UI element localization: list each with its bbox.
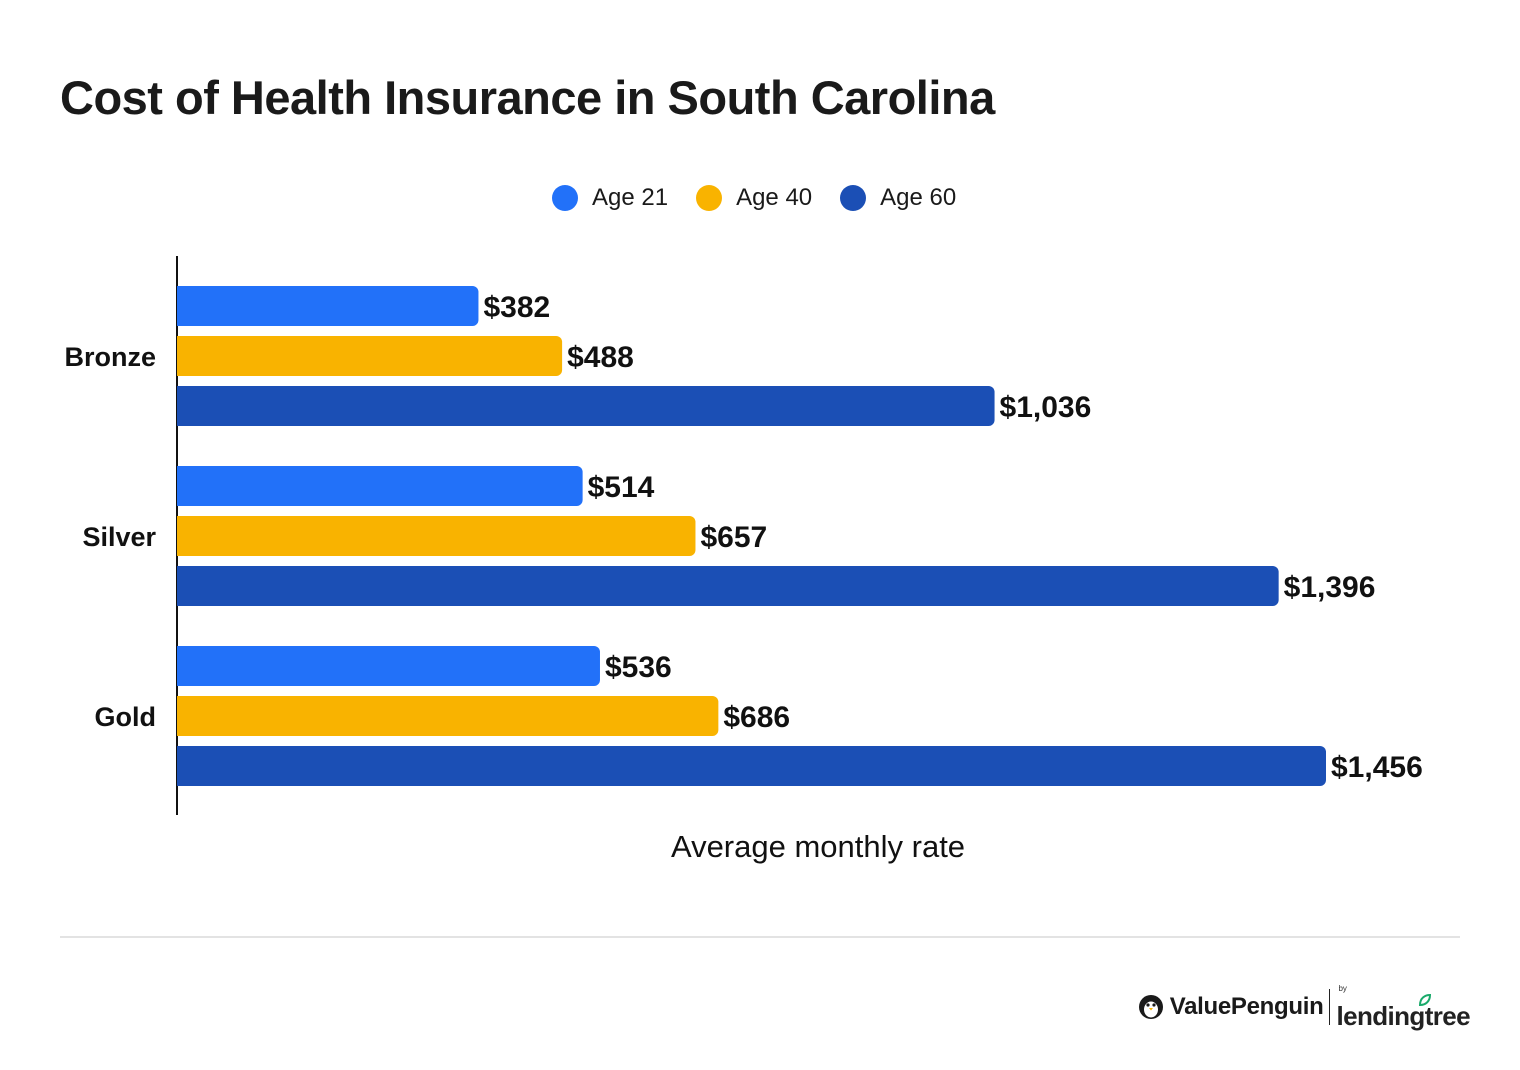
bar-base bbox=[177, 566, 185, 606]
data-label-silver-age-40: $657 bbox=[700, 521, 767, 554]
legend-swatch-age-40 bbox=[696, 185, 723, 211]
legend-swatch-age-21 bbox=[552, 185, 578, 211]
penguin-icon bbox=[1138, 995, 1163, 1019]
bar-base bbox=[177, 466, 185, 506]
bar-silver-age-40 bbox=[177, 516, 696, 556]
lendingtree-by-text: by bbox=[1338, 984, 1347, 993]
data-label-bronze-age-21: $382 bbox=[483, 291, 550, 324]
bar-base bbox=[177, 386, 185, 426]
bar-base bbox=[177, 646, 185, 686]
legend-label-age-40: Age 40 bbox=[736, 184, 813, 211]
bar-gold-age-60 bbox=[177, 746, 1326, 786]
chart-legend: Age 21 Age 40 Age 60 bbox=[552, 184, 984, 212]
bar-base bbox=[177, 696, 185, 736]
bar-bronze-age-60 bbox=[177, 386, 995, 426]
logo-separator bbox=[1329, 989, 1331, 1025]
data-label-gold-age-40: $686 bbox=[723, 701, 790, 734]
footer-divider bbox=[60, 936, 1460, 938]
x-axis-label: Average monthly rate bbox=[671, 829, 965, 864]
legend-item-age-40: Age 40 bbox=[696, 184, 812, 212]
legend-swatch-age-60 bbox=[840, 185, 867, 211]
legend-label-age-21: Age 21 bbox=[592, 184, 669, 211]
lendingtree-wordmark: lendingtree bbox=[1336, 1001, 1470, 1031]
bar-gold-age-21 bbox=[177, 646, 600, 686]
leaf-icon bbox=[1418, 993, 1432, 1007]
bar-silver-age-60 bbox=[177, 566, 1279, 606]
data-label-bronze-age-40: $488 bbox=[567, 341, 634, 374]
bar-bronze-age-40 bbox=[177, 336, 563, 376]
bar-base bbox=[177, 336, 185, 376]
bar-base bbox=[177, 746, 185, 786]
bar-gold-age-40 bbox=[177, 696, 719, 736]
valuepenguin-wordmark: ValuePenguin bbox=[1169, 993, 1324, 1020]
brand-logo: ValuePenguin by lendingtree bbox=[1138, 984, 1471, 1030]
chart-title: Cost of Health Insurance in South Caroli… bbox=[60, 71, 995, 124]
bar-bronze-age-21 bbox=[177, 286, 479, 326]
legend-item-age-21: Age 21 bbox=[552, 184, 668, 212]
lendingtree-logo: by lendingtree bbox=[1336, 984, 1470, 1030]
bar-base bbox=[177, 286, 185, 326]
category-label-gold: Gold bbox=[95, 702, 157, 732]
data-label-bronze-age-60: $1,036 bbox=[1000, 391, 1092, 424]
bar-silver-age-21 bbox=[177, 466, 583, 506]
bar-chart: $382 $488 $1,036 Bronze $514 $657 $1,396 Silver… bbox=[64, 256, 1423, 864]
bar-base bbox=[177, 516, 185, 556]
data-label-silver-age-60: $1,396 bbox=[1284, 571, 1376, 604]
data-label-silver-age-21: $514 bbox=[588, 471, 655, 504]
category-label-bronze: Bronze bbox=[64, 342, 156, 372]
legend-item-age-60: Age 60 bbox=[840, 184, 956, 212]
legend-label-age-60: Age 60 bbox=[880, 184, 957, 211]
data-label-gold-age-21: $536 bbox=[605, 651, 672, 684]
category-label-silver: Silver bbox=[82, 522, 156, 552]
data-label-gold-age-60: $1,456 bbox=[1331, 751, 1423, 784]
